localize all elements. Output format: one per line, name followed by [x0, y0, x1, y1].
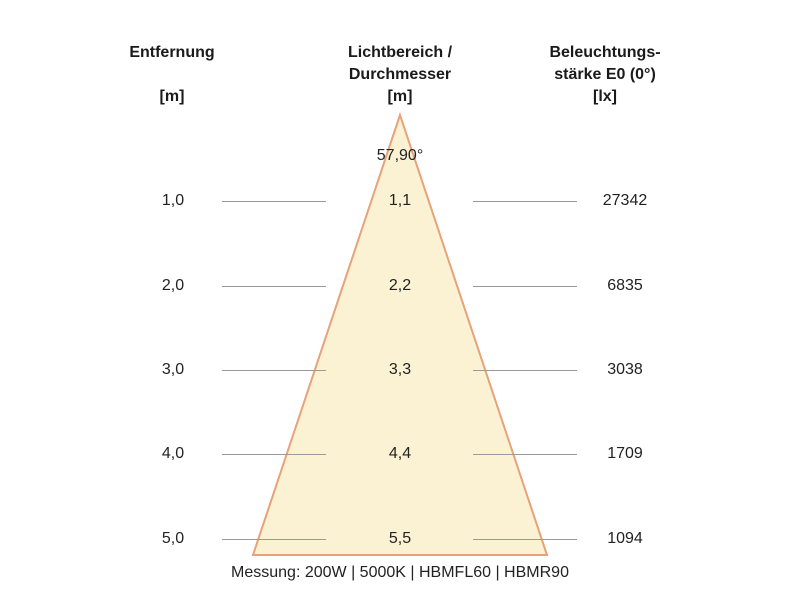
distance-header-line2 — [120, 64, 224, 86]
diameter-header-line1: Lichtbereich / — [347, 44, 453, 61]
distance-value: 5,0 — [161, 530, 185, 547]
illuminance-header-unit: [lx] — [593, 88, 617, 105]
guide-line-right — [473, 286, 577, 287]
illuminance-header-line2: stärke E0 (0°) — [554, 66, 656, 83]
distance-value: 4,0 — [161, 445, 185, 462]
illuminance-header-line1: Beleuchtungs- — [549, 44, 661, 61]
diameter-value: 2,2 — [388, 277, 412, 294]
diameter-header-unit: [m] — [387, 88, 413, 105]
guide-line-left — [222, 201, 326, 202]
beam-angle-label: 57,90° — [376, 147, 424, 164]
guide-line-left — [222, 539, 326, 540]
distance-header-line1: Entfernung — [129, 44, 215, 61]
illuminance-value: 3038 — [607, 361, 643, 378]
beam-cone-shape — [251, 111, 549, 556]
illuminance-value: 1709 — [607, 445, 643, 462]
guide-line-right — [473, 201, 577, 202]
guide-line-left — [222, 286, 326, 287]
guide-line-left — [222, 454, 326, 455]
illuminance-value: 1094 — [607, 530, 643, 547]
distance-value: 3,0 — [161, 361, 185, 378]
diameter-value: 3,3 — [388, 361, 412, 378]
diameter-value: 1,1 — [388, 192, 412, 209]
distance-header: Entfernung [m] — [120, 42, 224, 108]
guide-line-right — [473, 454, 577, 455]
illuminance-value: 27342 — [602, 192, 648, 209]
diameter-header: Lichtbereich / Durchmesser [m] — [330, 42, 470, 108]
guide-line-right — [473, 370, 577, 371]
measurement-footnote: Messung: 200W | 5000K | HBMFL60 | HBMR90 — [231, 564, 569, 581]
illuminance-header: Beleuchtungs- stärke E0 (0°) [lx] — [530, 42, 680, 108]
distance-value: 2,0 — [161, 277, 185, 294]
diameter-value: 4,4 — [388, 445, 412, 462]
guide-line-right — [473, 539, 577, 540]
diameter-header-line2: Durchmesser — [348, 66, 452, 83]
illuminance-value: 6835 — [607, 277, 643, 294]
distance-value: 1,0 — [161, 192, 185, 209]
diameter-value: 5,5 — [388, 530, 412, 547]
distance-header-unit: [m] — [159, 88, 185, 105]
guide-line-left — [222, 370, 326, 371]
